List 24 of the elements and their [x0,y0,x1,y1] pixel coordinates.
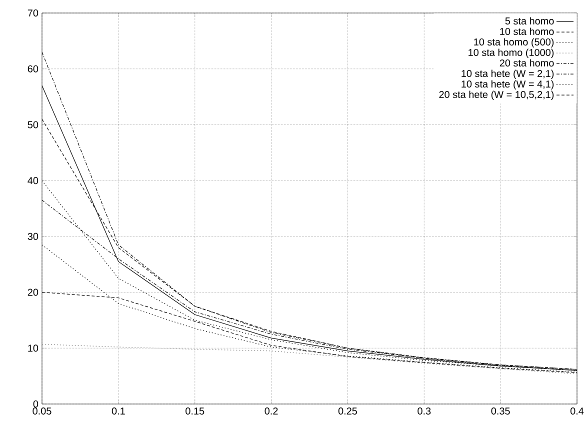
x-tick-label: 0.1 [112,408,125,415]
legend-label: 20 sta homo [500,59,554,67]
legend-label: 10 sta homo (1000) [468,48,554,58]
x-tick-label: 0.2 [264,408,278,415]
legend-label: 5 sta homo [505,17,554,24]
legend-label: 20 sta hete (W = 10,5,2,1) [439,90,554,100]
legend-label: 10 sta hete (W = 4,1) [462,80,554,90]
legend-label: 10 sta hete (W = 2,1) [462,70,554,80]
x-tick-label: 0.15 [186,408,204,415]
y-tick-label: 10 [28,344,38,352]
x-tick-label: 0.4 [570,408,584,415]
y-tick-label: 0 [33,400,38,408]
x-tick-label: 0.3 [418,408,431,415]
y-tick-label: 50 [28,121,38,128]
x-tick-label: 0.35 [491,408,510,415]
x-tick-label: 0.25 [338,408,357,415]
y-tick-label: 30 [28,232,38,240]
y-tick-label: 70 [28,9,38,17]
y-tick-label: 60 [28,65,38,72]
legend-label: 10 sta homo [500,28,554,36]
y-tick-label: 40 [28,177,38,184]
legend-label: 10 sta homo (500) [474,38,554,48]
y-tick-label: 20 [28,288,38,296]
x-tick-label: 0.05 [32,408,52,415]
